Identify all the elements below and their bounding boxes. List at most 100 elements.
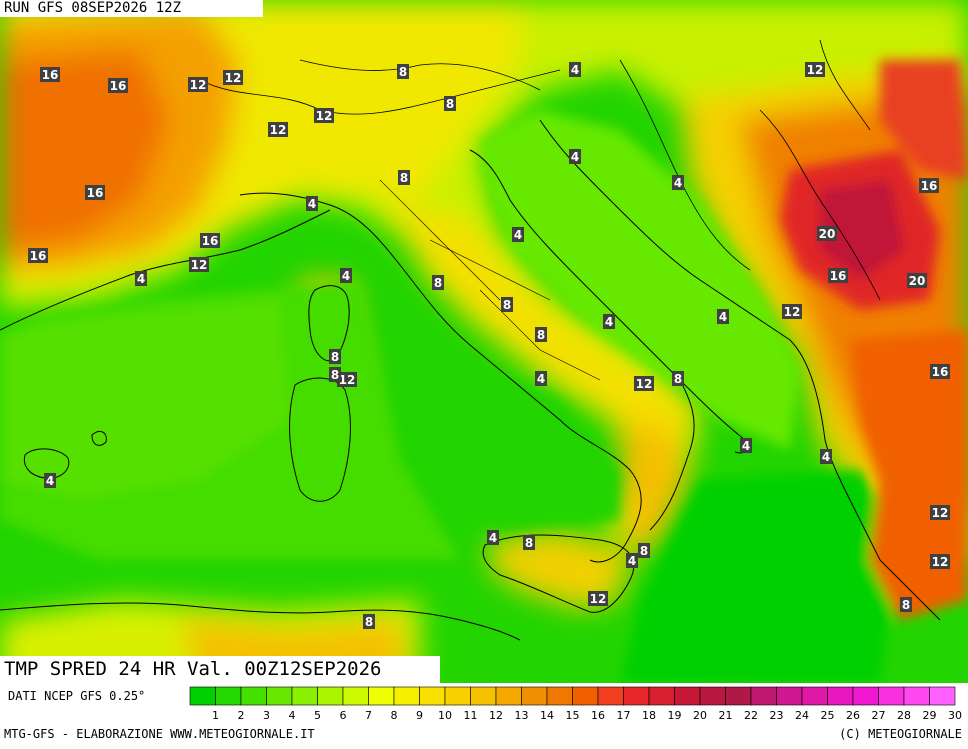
legend-tick-label: 17 <box>617 709 631 722</box>
legend-swatch <box>419 686 446 706</box>
legend-swatch <box>291 686 318 706</box>
svg-text:4: 4 <box>605 315 613 329</box>
map-value-label: 8 <box>523 535 535 550</box>
svg-text:4: 4 <box>719 310 727 324</box>
svg-text:12: 12 <box>191 258 208 272</box>
svg-text:4: 4 <box>137 272 145 286</box>
legend-tick-label: 11 <box>464 709 478 722</box>
legend-swatch <box>597 686 624 706</box>
legend-swatch <box>240 686 267 706</box>
svg-text:16: 16 <box>110 79 127 93</box>
svg-text:4: 4 <box>342 269 350 283</box>
legend-swatch <box>929 686 956 706</box>
svg-text:4: 4 <box>308 197 316 211</box>
legend-tick-label: 18 <box>642 709 656 722</box>
map-value-label: 8 <box>535 327 547 342</box>
color-legend: 1 2 3 4 5 6 7 8 9 10 11 12 13 14 15 16 17 18 19 20 21 22 23 24 2… <box>0 683 968 745</box>
map-value-label: 12 <box>782 304 802 319</box>
footer-credit-right: (C) METEOGIORNALE <box>839 727 962 741</box>
svg-text:8: 8 <box>331 368 339 382</box>
map-value-label: 12 <box>930 505 950 520</box>
run-title: RUN GFS 08SEP2026 12Z <box>0 0 263 17</box>
svg-text:16: 16 <box>202 234 219 248</box>
map-value-label: 4 <box>603 314 615 329</box>
svg-text:8: 8 <box>400 171 408 185</box>
legend-swatch <box>368 686 395 706</box>
map-value-label: 12 <box>189 257 209 272</box>
legend-tick-label: 15 <box>566 709 580 722</box>
svg-text:4: 4 <box>571 63 579 77</box>
legend-tick-label: 30 <box>948 709 962 722</box>
legend-tick-label: 2 <box>238 709 245 722</box>
svg-text:16: 16 <box>30 249 47 263</box>
legend-tick-label: 23 <box>770 709 784 722</box>
map-value-label: 16 <box>85 185 105 200</box>
legend-tick-label: 13 <box>515 709 529 722</box>
map-value-label: 8 <box>329 367 341 382</box>
map-value-label: 8 <box>672 371 684 386</box>
map-value-label: 4 <box>740 438 752 453</box>
map-value-label: 4 <box>672 175 684 190</box>
map-value-label: 4 <box>512 227 524 242</box>
legend-swatch <box>623 686 650 706</box>
map-value-label: 4 <box>340 268 352 283</box>
svg-text:8: 8 <box>525 536 533 550</box>
svg-text:8: 8 <box>537 328 545 342</box>
legend-swatch <box>674 686 701 706</box>
map-value-label: 12 <box>188 77 208 92</box>
svg-text:12: 12 <box>270 123 287 137</box>
svg-text:16: 16 <box>932 365 949 379</box>
svg-text:12: 12 <box>339 373 356 387</box>
map-value-label: 20 <box>907 273 927 288</box>
legend-tick-label: 20 <box>693 709 707 722</box>
map-value-label: 4 <box>569 149 581 164</box>
map-value-label: 12 <box>634 376 654 391</box>
svg-text:8: 8 <box>365 615 373 629</box>
legend-tick-label: 27 <box>872 709 886 722</box>
legend-swatch <box>852 686 879 706</box>
map-value-label: 12 <box>588 591 608 606</box>
legend-swatch <box>495 686 522 706</box>
legend-swatch <box>903 686 930 706</box>
map-value-label: 16 <box>919 178 939 193</box>
legend-tick-label: 22 <box>744 709 758 722</box>
legend-tick-label: 25 <box>821 709 835 722</box>
legend-tick-label: 24 <box>795 709 809 722</box>
legend-tick-label: 8 <box>391 709 398 722</box>
map-value-label: 8 <box>329 349 341 364</box>
map-value-label: 16 <box>828 268 848 283</box>
field-title: TMP SPRED 24 HR Val. 00Z12SEP2026 <box>0 656 440 683</box>
map-value-label: 4 <box>626 553 638 568</box>
map-value-label: 16 <box>930 364 950 379</box>
legend-tick-label: 5 <box>314 709 321 722</box>
svg-text:12: 12 <box>225 71 242 85</box>
legend-bar: 1 2 3 4 5 6 7 8 9 10 11 12 13 14 15 16 17 18 19 20 21 22 23 24 2… <box>189 686 962 722</box>
svg-text:20: 20 <box>909 274 926 288</box>
legend-tick-label: 4 <box>289 709 296 722</box>
map-value-label: 20 <box>817 226 837 241</box>
map-value-label: 12 <box>268 122 288 137</box>
map-value-label: 8 <box>501 297 513 312</box>
svg-text:8: 8 <box>331 350 339 364</box>
svg-text:4: 4 <box>571 150 579 164</box>
map-value-label: 12 <box>314 108 334 123</box>
map-value-label: 4 <box>535 371 547 386</box>
legend-swatch <box>776 686 803 706</box>
map-value-label: 4 <box>306 196 318 211</box>
legend-tick-label: 19 <box>668 709 682 722</box>
legend-tick-label: 1 <box>212 709 219 722</box>
legend-swatch <box>215 686 242 706</box>
map-value-label: 16 <box>200 233 220 248</box>
svg-text:4: 4 <box>674 176 682 190</box>
map-value-label: 16 <box>28 248 48 263</box>
map-value-label: 12 <box>337 372 357 387</box>
legend-tick-label: 28 <box>897 709 911 722</box>
legend-tick-label: 26 <box>846 709 860 722</box>
svg-text:12: 12 <box>190 78 207 92</box>
color-field <box>0 0 968 683</box>
legend-tick-label: 21 <box>719 709 733 722</box>
svg-text:8: 8 <box>434 276 442 290</box>
map-value-label: 8 <box>432 275 444 290</box>
legend-swatch <box>725 686 752 706</box>
map-value-label: 8 <box>900 597 912 612</box>
